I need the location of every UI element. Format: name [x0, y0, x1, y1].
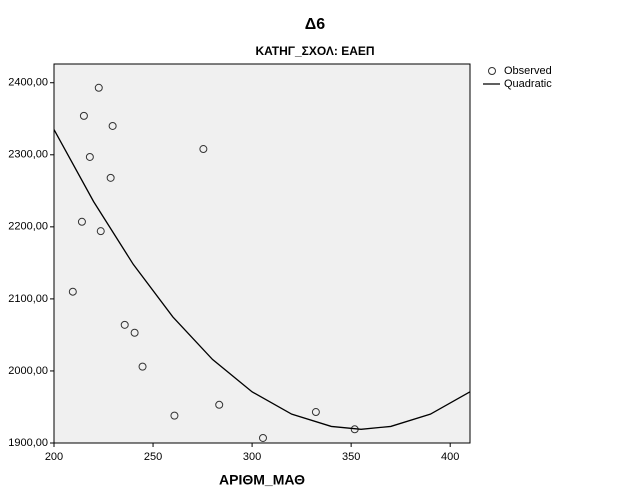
chart-title: Δ6 [305, 16, 326, 33]
point [79, 111, 88, 120]
y-tick-label: 1900,00 [8, 437, 48, 449]
chart-subtitle: ΚΑΤΗΓ_ΣΧΟΛ: ΕΑΕΠ [255, 44, 374, 58]
fit-line [53, 129, 471, 430]
x-tick-label: 250 [144, 451, 162, 463]
legend-label: Quadratic [504, 78, 552, 90]
plot-area [53, 63, 471, 444]
x-tick-label: 300 [243, 451, 261, 463]
point [96, 227, 105, 236]
point [311, 408, 320, 417]
point [77, 217, 86, 226]
point [199, 145, 208, 154]
y-tick-label: 2300,00 [8, 149, 48, 161]
x-tick-label: 200 [45, 451, 63, 463]
legend-label: Observed [504, 65, 552, 77]
y-tick-label: 2000,00 [8, 365, 48, 377]
y-tick-label: 2100,00 [8, 293, 48, 305]
point [138, 362, 147, 371]
x-tick-label: 400 [441, 451, 459, 463]
point [68, 287, 77, 296]
point [120, 320, 129, 329]
point [85, 152, 94, 161]
x-axis-label: ΑΡΙΘΜ_ΜΑΘ [219, 472, 305, 488]
point [94, 83, 103, 92]
point [170, 411, 179, 420]
point [130, 328, 139, 337]
point [258, 433, 267, 442]
x-tick-label: 350 [342, 451, 360, 463]
point [106, 173, 115, 182]
legend-swatch [488, 67, 496, 75]
point [108, 121, 117, 130]
y-tick-label: 2200,00 [8, 221, 48, 233]
point [215, 400, 224, 409]
y-tick-label: 2400,00 [8, 77, 48, 89]
